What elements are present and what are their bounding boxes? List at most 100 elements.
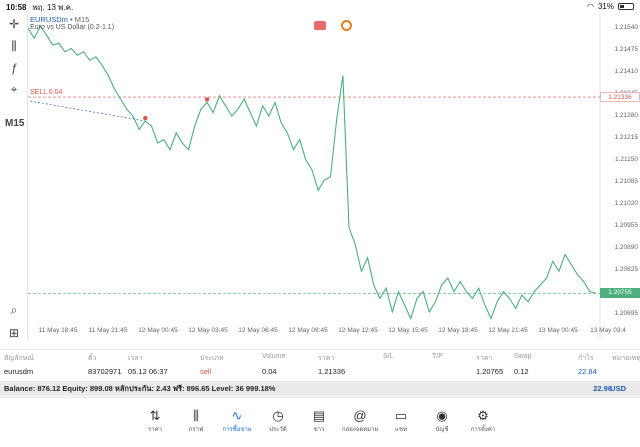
nav-chart[interactable]: ⫼ กราฟ xyxy=(176,408,216,434)
table-cell: 05.12 06:37 xyxy=(128,367,168,376)
nav-label: แชท xyxy=(395,427,407,433)
current-price-tag: 1.20755 xyxy=(600,288,640,299)
column-header: สัญลักษณ์ xyxy=(4,355,34,362)
x-tick-label: 12 May 15:45 xyxy=(388,327,428,334)
nav-news[interactable]: ▤ ข่าว xyxy=(299,408,339,434)
crosshair-icon[interactable]: ✛ xyxy=(8,17,20,31)
y-tick-label: 1.21215 xyxy=(614,133,639,141)
chart-symbol: EURUSDm • M15 xyxy=(30,15,90,24)
nav-trade[interactable]: ∿ การซื้อขาย xyxy=(217,408,257,434)
x-tick-label: 12 May 18:45 xyxy=(438,327,478,334)
column-header: ราคา xyxy=(476,355,493,362)
x-tick-label: 12 May 00:45 xyxy=(138,327,178,334)
sell-price-tag: 1.21336 xyxy=(600,92,640,103)
x-tick-label: 12 May 21:45 xyxy=(488,327,528,334)
nav-quotes[interactable]: ⇅ ราคา xyxy=(135,408,175,434)
nav-chat[interactable]: ▭ แชท xyxy=(381,408,421,434)
x-tick-label: 12 May 03:45 xyxy=(188,327,228,334)
column-header: Swap xyxy=(514,353,532,360)
nav-history[interactable]: ◷ ประวัติ xyxy=(258,408,298,434)
y-tick-label: 1.21410 xyxy=(614,68,639,76)
table-cell: 83702971 xyxy=(88,367,122,376)
battery-percent: 31% xyxy=(597,2,614,11)
x-tick-label: 11 May 21:45 xyxy=(88,327,128,334)
column-header: T/P xyxy=(432,353,443,360)
positions-header: สัญลักษณ์ ตั๋ว เวลา ประเภท Volume ราคา S/L T/P ร… xyxy=(0,349,640,363)
column-header: S/L xyxy=(383,353,394,360)
nav-label: ประวัติ xyxy=(269,427,287,433)
table-cell: sell xyxy=(200,367,212,376)
signal-ring-icon[interactable] xyxy=(341,20,352,31)
total-profit: 22.96 xyxy=(593,384,612,393)
nav-label: ข่าว xyxy=(313,427,325,433)
timeframe-button[interactable]: M15 xyxy=(5,118,25,129)
wifi-icon: ◠ xyxy=(587,2,594,11)
status-date: พฤ. 13 พ.ค. xyxy=(32,2,74,12)
currency-label: USD xyxy=(610,384,626,393)
column-header: เวลา xyxy=(128,355,143,362)
column-header: กำไร xyxy=(578,355,594,362)
y-tick-label: 1.20955 xyxy=(614,221,639,229)
position-row[interactable]: eurusdm 83702971 05.12 06:37 sell 0.04 1.2133… xyxy=(0,364,640,380)
nav-label: กราฟ xyxy=(188,427,204,433)
table-cell: eurusdm xyxy=(4,367,34,376)
nav-label: ราคา xyxy=(148,427,162,433)
table-cell: 1.20765 xyxy=(476,367,504,376)
y-tick-label: 1.21475 xyxy=(614,46,639,54)
nav-label: กล่องจดหมาย xyxy=(341,427,379,433)
column-header: ประเภท xyxy=(200,355,224,362)
sell-trade-label: SELL 0.04 xyxy=(30,89,63,96)
table-cell: 1.21336 xyxy=(318,367,346,376)
battery-icon xyxy=(618,3,634,10)
quotes-icon: ⇅ xyxy=(149,408,161,423)
x-tick-label: 13 May 00:45 xyxy=(538,327,578,334)
new-order-icon[interactable]: ⊞ xyxy=(8,326,20,340)
entry-marker[interactable] xyxy=(143,115,148,121)
mail-icon: @ xyxy=(353,408,367,423)
price-chart[interactable]: EURUSDm • M15 Euro vs US Dollar (0.2-1.1… xyxy=(28,14,640,339)
balance-summary: Balance: 876.12 Equity: 899.08 หลักประกั… xyxy=(4,384,276,393)
x-tick-label: 12 May 12:45 xyxy=(338,327,378,334)
y-tick-label: 1.20695 xyxy=(614,309,639,317)
y-tick-label: 1.21280 xyxy=(614,111,639,119)
x-tick-label: 12 May 09:45 xyxy=(288,327,328,334)
y-tick-label: 1.20825 xyxy=(614,265,639,273)
indicators-icon[interactable]: ƒ xyxy=(10,61,18,75)
news-icon: ▤ xyxy=(312,408,326,423)
table-cell: 22.84 xyxy=(578,367,597,376)
trade-entry-line xyxy=(29,100,146,122)
status-bar: 10:58 พฤ. 13 พ.ค. ◠ 31% xyxy=(0,0,640,14)
y-tick-label: 1.20890 xyxy=(614,243,639,251)
nav-settings[interactable]: ⚙ การตั้งค่า xyxy=(463,408,503,434)
y-tick-label: 1.21540 xyxy=(614,24,639,32)
x-tick-label: 13 May 03:4 xyxy=(590,327,626,334)
chart-icon: ⫼ xyxy=(193,408,199,423)
chat-icon: ▭ xyxy=(394,408,408,423)
nav-label: การตั้งค่า xyxy=(470,427,496,433)
nav-label: การซื้อขาย xyxy=(222,427,252,433)
column-header: ตั๋ว xyxy=(88,355,97,362)
trade-flag-icon[interactable] xyxy=(314,21,326,30)
y-tick-label: 1.21085 xyxy=(614,177,639,185)
column-header: หมายเหตุ xyxy=(612,355,640,362)
balance-bar: Balance: 876.12 Equity: 899.08 หลักประกั… xyxy=(0,381,640,396)
table-cell: 0.12 xyxy=(514,367,529,376)
chart-canvas xyxy=(28,14,601,339)
x-tick-label: 12 May 06:45 xyxy=(238,327,278,334)
chart-type-icon[interactable]: ⫼ xyxy=(11,38,17,53)
column-header: ราคา xyxy=(318,355,335,362)
bottom-navigation: ⇅ ราคา ⫼ กราฟ ∿ การซื้อขาย ◷ ประวัติ ▤ ข่าว @ กล่อง… xyxy=(0,397,640,447)
price-series-line xyxy=(28,25,597,321)
column-header: Volume xyxy=(262,353,286,360)
trade-icon: ∿ xyxy=(231,408,243,423)
zoom-icon[interactable]: ⌕ xyxy=(10,302,18,317)
settings-icon: ⚙ xyxy=(477,408,489,423)
nav-account[interactable]: ◉ บัญชี xyxy=(422,408,462,434)
history-icon: ◷ xyxy=(272,408,284,423)
trade-marker[interactable] xyxy=(204,97,210,102)
account-icon: ◉ xyxy=(436,408,448,423)
status-time: 10:58 xyxy=(6,2,27,12)
nav-mail[interactable]: @ กล่องจดหมาย xyxy=(340,408,380,434)
objects-icon[interactable]: ⌖ xyxy=(10,81,18,96)
y-tick-label: 1.21150 xyxy=(614,155,638,163)
